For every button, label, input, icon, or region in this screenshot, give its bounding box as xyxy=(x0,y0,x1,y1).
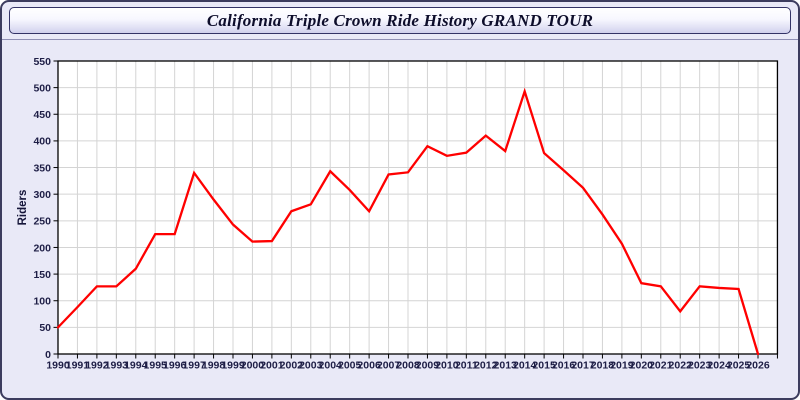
svg-text:2000: 2000 xyxy=(241,360,265,372)
svg-text:2026: 2026 xyxy=(746,360,770,372)
svg-text:2016: 2016 xyxy=(552,360,576,372)
svg-text:2008: 2008 xyxy=(396,360,420,372)
svg-text:1999: 1999 xyxy=(221,360,245,372)
svg-text:2018: 2018 xyxy=(591,360,615,372)
svg-text:2010: 2010 xyxy=(435,360,459,372)
svg-text:50: 50 xyxy=(39,322,51,334)
svg-text:2025: 2025 xyxy=(727,360,751,372)
svg-text:1992: 1992 xyxy=(85,360,109,372)
svg-text:2022: 2022 xyxy=(669,360,693,372)
svg-text:2009: 2009 xyxy=(416,360,440,372)
svg-text:500: 500 xyxy=(33,82,51,94)
svg-text:2003: 2003 xyxy=(299,360,323,372)
svg-text:2023: 2023 xyxy=(688,360,712,372)
svg-text:2017: 2017 xyxy=(571,360,595,372)
svg-text:2015: 2015 xyxy=(532,360,556,372)
svg-text:2002: 2002 xyxy=(280,360,304,372)
svg-text:Riders: Riders xyxy=(17,190,29,226)
svg-text:2020: 2020 xyxy=(630,360,654,372)
svg-text:1998: 1998 xyxy=(202,360,226,372)
svg-text:300: 300 xyxy=(33,189,51,201)
svg-text:2024: 2024 xyxy=(707,360,731,372)
svg-text:2013: 2013 xyxy=(494,360,518,372)
svg-text:0: 0 xyxy=(45,349,51,361)
svg-text:2001: 2001 xyxy=(260,360,284,372)
svg-text:1995: 1995 xyxy=(144,360,168,372)
svg-text:2021: 2021 xyxy=(649,360,673,372)
svg-text:2005: 2005 xyxy=(338,360,362,372)
svg-text:2012: 2012 xyxy=(474,360,498,372)
svg-text:100: 100 xyxy=(33,296,51,308)
svg-text:200: 200 xyxy=(33,242,51,254)
svg-text:1991: 1991 xyxy=(66,360,90,372)
svg-text:2007: 2007 xyxy=(377,360,401,372)
svg-text:150: 150 xyxy=(33,269,51,281)
svg-text:400: 400 xyxy=(33,136,51,148)
svg-text:450: 450 xyxy=(33,109,51,121)
svg-text:1996: 1996 xyxy=(163,360,187,372)
svg-text:1993: 1993 xyxy=(105,360,129,372)
svg-text:2004: 2004 xyxy=(319,360,343,372)
svg-text:550: 550 xyxy=(33,56,51,68)
svg-text:2006: 2006 xyxy=(357,360,381,372)
svg-text:2019: 2019 xyxy=(610,360,634,372)
svg-text:2014: 2014 xyxy=(513,360,537,372)
svg-text:250: 250 xyxy=(33,216,51,228)
chart-title: California Triple Crown Ride History GRA… xyxy=(206,10,594,30)
svg-text:1990: 1990 xyxy=(46,360,70,372)
svg-text:350: 350 xyxy=(33,162,51,174)
svg-text:2011: 2011 xyxy=(455,360,478,372)
title-bar: California Triple Crown Ride History GRA… xyxy=(9,7,791,34)
titlebar-separator xyxy=(2,39,798,40)
svg-text:1994: 1994 xyxy=(124,360,148,372)
svg-text:1997: 1997 xyxy=(182,360,206,372)
